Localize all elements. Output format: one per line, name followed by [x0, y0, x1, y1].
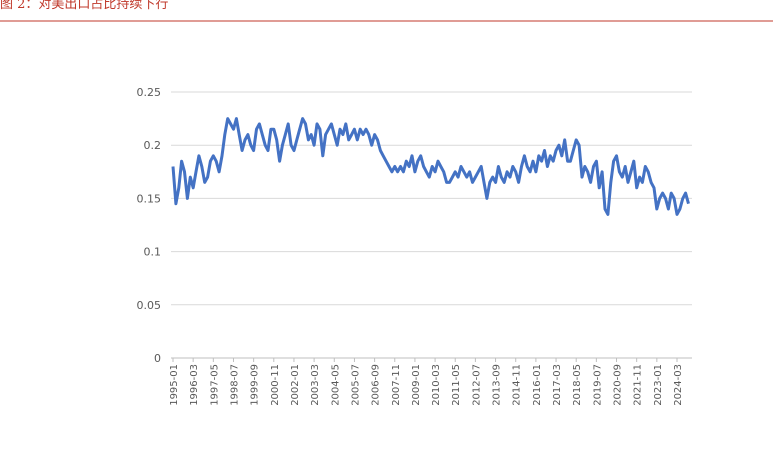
x-tick-label: 2000-11	[270, 364, 281, 406]
x-tick-label: 2004-05	[330, 364, 341, 406]
x-tick-label: 2017-03	[552, 364, 563, 406]
x-tick-label: 2013-09	[492, 364, 503, 406]
x-tick-label: 2021-11	[633, 364, 644, 406]
chart-title: 图 2：对美出口占比持续下行	[0, 0, 168, 12]
x-tick-label: 1997-05	[209, 364, 220, 406]
x-tick-label: 2002-01	[290, 364, 301, 406]
y-tick-label: 0.1	[144, 246, 162, 259]
x-tick-label: 2016-01	[532, 364, 543, 406]
y-tick-label: 0.15	[137, 192, 162, 205]
y-tick-label: 0	[154, 352, 161, 365]
x-tick-label: 2005-07	[350, 364, 361, 406]
x-tick-label: 2009-01	[411, 364, 422, 406]
x-tick-label: 1998-07	[229, 364, 240, 406]
x-tick-label: 2024-03	[673, 364, 684, 406]
y-tick-label: 0.2	[144, 139, 162, 152]
x-tick-label: 2011-05	[451, 364, 462, 406]
x-tick-label: 1996-03	[189, 364, 200, 406]
y-tick-label: 0.25	[137, 86, 162, 99]
x-tick-label: 2003-03	[310, 364, 321, 406]
x-tick-label: 2012-07	[471, 364, 482, 406]
x-tick-label: 2019-07	[592, 364, 603, 406]
x-tick-label: 2010-03	[431, 364, 442, 406]
x-tick-label: 2014-11	[512, 364, 523, 406]
x-tick-label: 1999-09	[250, 364, 261, 406]
x-tick-label: 2020-09	[613, 364, 624, 406]
y-tick-label: 0.05	[137, 299, 162, 312]
line-series	[171, 117, 690, 216]
x-tick-label: 1995-01	[169, 364, 180, 406]
x-tick-label: 2018-05	[572, 364, 583, 406]
x-tick-label: 2023-01	[653, 364, 664, 406]
x-tick-label: 2006-09	[371, 364, 382, 406]
x-tick-label: 2007-11	[391, 364, 402, 406]
